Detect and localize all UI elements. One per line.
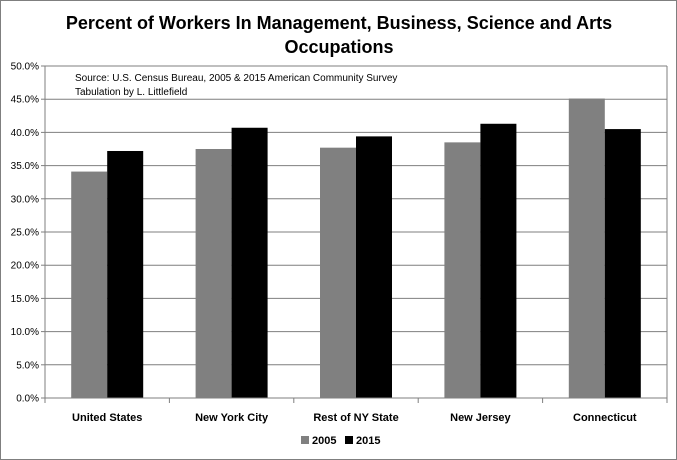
y-tick-label: 35.0% <box>11 161 39 172</box>
source-note-line-1: Source: U.S. Census Bureau, 2005 & 2015 … <box>75 73 397 84</box>
bar-2015-new-jersey <box>480 123 517 398</box>
y-tick-label: 30.0% <box>11 194 39 205</box>
y-tick-label: 25.0% <box>11 228 39 239</box>
source-annotation: Source: U.S. Census Bureau, 2005 & 2015 … <box>75 73 397 98</box>
y-tick-label: 50.0% <box>11 62 39 73</box>
y-tick-label: 0.0% <box>16 394 39 405</box>
y-tick-label: 40.0% <box>11 128 39 139</box>
chart-title-line-1: Percent of Workers In Management, Busine… <box>66 13 612 33</box>
bar-2005-new-york-city <box>195 149 232 398</box>
legend-label-2015: 2015 <box>356 435 380 447</box>
y-tick-label: 45.0% <box>11 95 39 106</box>
category-label: Rest of NY State <box>313 412 398 424</box>
source-note-line-2: Tabulation by L. Littlefield <box>75 87 187 98</box>
axes <box>41 65 668 403</box>
category-label: New Jersey <box>450 412 511 424</box>
y-tick-label: 20.0% <box>11 261 39 272</box>
legend-label-2005: 2005 <box>312 435 336 447</box>
legend: 2005 2015 <box>301 435 380 447</box>
category-label: New York City <box>195 412 269 424</box>
y-tick-label: 5.0% <box>16 360 39 371</box>
bar-2005-new-jersey <box>444 142 481 398</box>
bar-2005-rest-of-ny-state <box>320 147 356 398</box>
category-label: Connecticut <box>573 412 637 424</box>
bar-2005-united-states <box>71 171 108 398</box>
bar-2005-connecticut <box>568 98 605 398</box>
y-axis-tick-labels: 0.0% 5.0% 10.0% 15.0% 20.0% 25.0% 30.0% 35.0% 40… <box>11 62 39 405</box>
bar-2015-connecticut <box>604 129 641 398</box>
bar-2015-new-york-city <box>231 127 268 398</box>
y-tick-label: 10.0% <box>11 327 39 338</box>
x-axis-category-labels: United States New York City Rest of NY Sta… <box>72 412 637 424</box>
bars <box>71 98 641 398</box>
legend-swatch-2005 <box>301 436 309 444</box>
chart-title-line-2: Occupations <box>284 37 393 57</box>
legend-swatch-2015 <box>345 436 353 444</box>
bar-2015-united-states <box>107 150 144 398</box>
y-tick-label: 15.0% <box>11 294 39 305</box>
category-label: United States <box>72 412 142 424</box>
bar-2015-rest-of-ny-state <box>356 136 392 398</box>
chart-title: Percent of Workers In Management, Busine… <box>66 13 612 57</box>
